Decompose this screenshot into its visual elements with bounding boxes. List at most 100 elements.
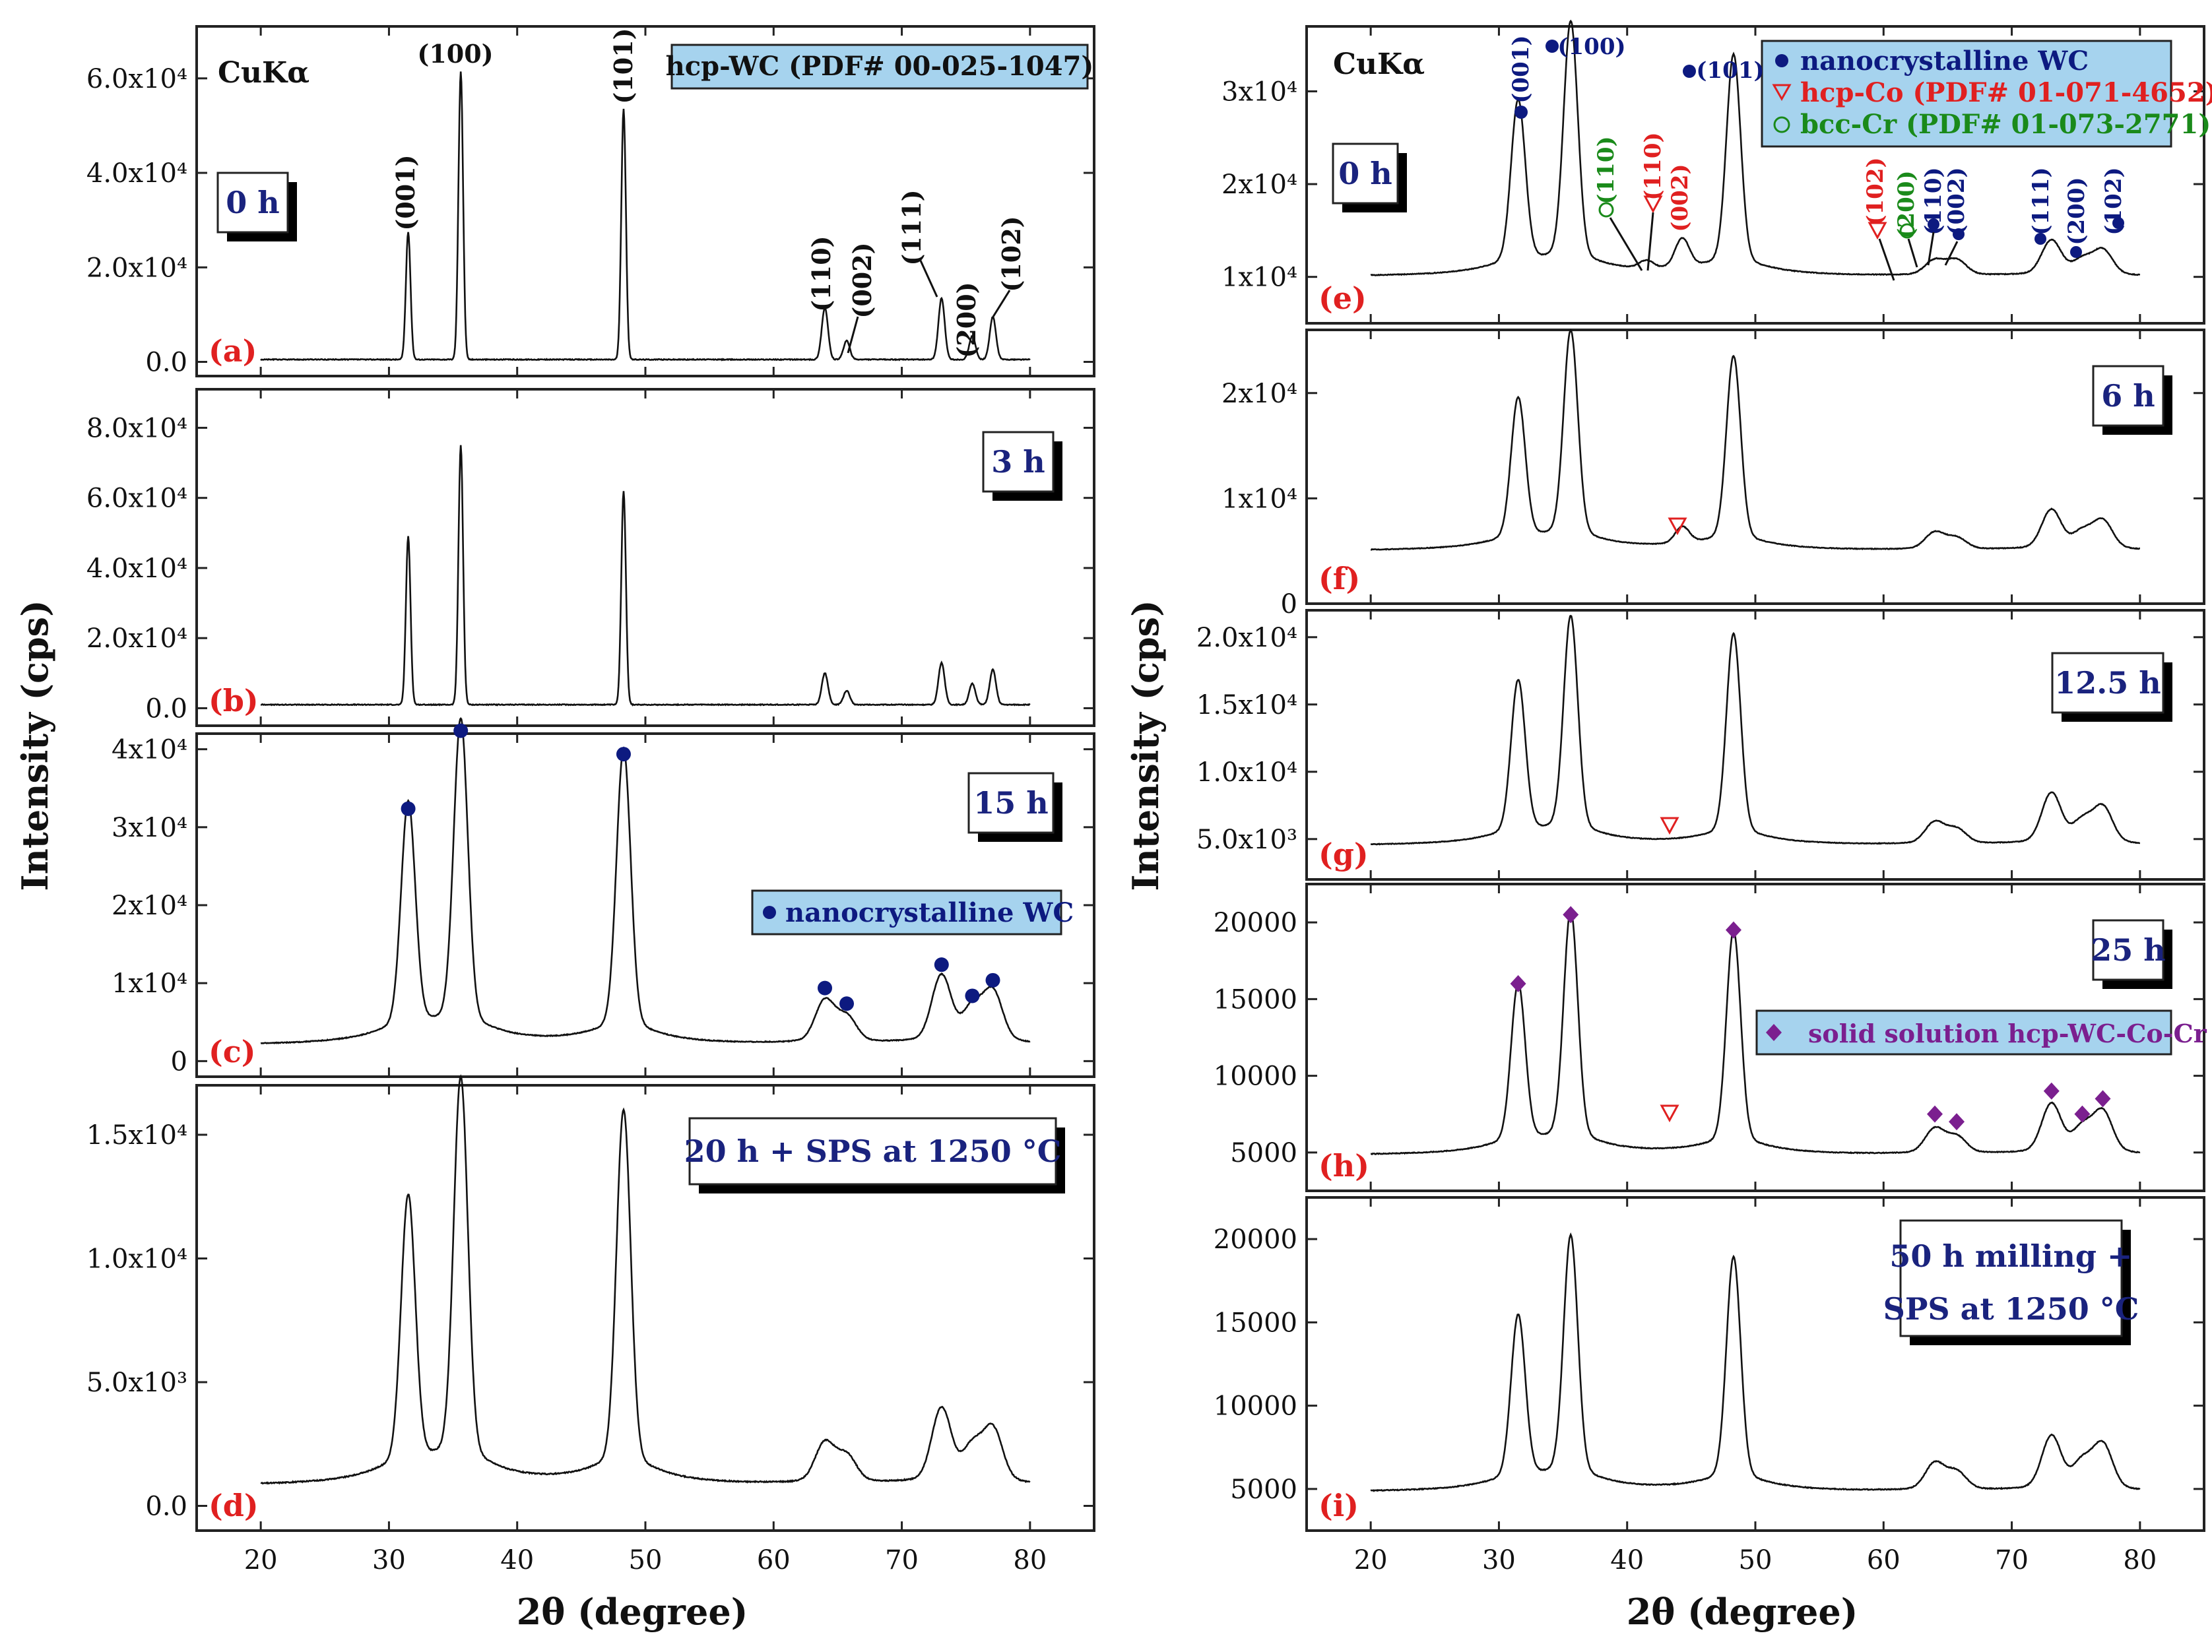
arrow-co110-e bbox=[1646, 212, 1654, 271]
svg-text:(110): (110) bbox=[1593, 136, 1619, 204]
panel-h: 5000 10000 15000 20000 (h) 25 h bbox=[1214, 883, 2205, 1192]
svg-text:(111): (111) bbox=[897, 189, 927, 265]
peak-label-111-a: (111) bbox=[897, 189, 927, 265]
wc-label-100-e: (100) bbox=[1557, 34, 1625, 60]
peak-label-002-a: (002) bbox=[847, 242, 877, 318]
wc-marker-c-2 bbox=[616, 747, 631, 762]
ss-marker-h-0 bbox=[1510, 975, 1526, 993]
panel-c: 0 1x10⁴ 2x10⁴ 3x10⁴ 4x10⁴ (c) 15 h bbox=[112, 717, 1095, 1078]
y-tick-label-b-3: 6.0x10⁴ bbox=[86, 484, 187, 514]
y-tick-label-c-1: 1x10⁴ bbox=[112, 969, 187, 999]
wc-marker-c-3 bbox=[818, 980, 832, 996]
panels-layer: 0.0 2.0x10⁴ 4.0x10⁴ 6.0x10⁴ (a) 0 h 0.0 2.0x10⁴… bbox=[86, 19, 2205, 1575]
svg-text:(100): (100) bbox=[1557, 34, 1625, 60]
wc-marker-c-1 bbox=[453, 723, 469, 738]
time-label-g: 12.5 h bbox=[2054, 665, 2161, 701]
panel-b: 0.0 2.0x10⁴ 4.0x10⁴ 6.0x10⁴ 8.0x10⁴ (b) 3 h bbox=[86, 388, 1095, 727]
panel-a: 0.0 2.0x10⁴ 4.0x10⁴ 6.0x10⁴ (a) 0 h bbox=[86, 25, 1095, 378]
radiation-label-a: CuKα bbox=[218, 56, 309, 90]
y-tick-label-b-2: 4.0x10⁴ bbox=[86, 554, 187, 584]
y-tick-label-g-2: 1.5x10⁴ bbox=[1196, 690, 1297, 720]
x-tick-label-i-3: 50 bbox=[1739, 1545, 1773, 1575]
arrow-cr200-e bbox=[1907, 238, 1918, 268]
panel-letter-c: (c) bbox=[209, 1034, 256, 1069]
y-tick-label-b-4: 8.0x10⁴ bbox=[86, 413, 187, 443]
y-tick-label-c-4: 4x10⁴ bbox=[112, 735, 187, 765]
y-tick-label-h-1: 10000 bbox=[1214, 1062, 1297, 1092]
left-x-axis-title: 2θ (degree) bbox=[517, 1591, 748, 1633]
peak-label-200-a: (200) bbox=[952, 282, 981, 358]
wc-marker-111-e bbox=[2034, 233, 2046, 245]
svg-text:(100): (100) bbox=[417, 39, 493, 69]
arrow-wc110-e bbox=[1927, 232, 1935, 266]
svg-text:(001): (001) bbox=[391, 154, 420, 230]
ref-legend-box-a bbox=[670, 44, 1089, 90]
ss-marker-h-6 bbox=[2074, 1105, 2091, 1123]
time-label-box-i bbox=[1899, 1219, 2123, 1337]
wc-marker-c-6 bbox=[965, 988, 980, 1003]
time-label-c: 15 h bbox=[973, 785, 1048, 821]
svg-text:(002): (002) bbox=[1667, 164, 1693, 232]
wc-marker-110-e bbox=[1928, 218, 1939, 230]
y-tick-label-g-0: 5.0x10³ bbox=[1196, 825, 1297, 855]
panel-letter-b: (b) bbox=[209, 683, 259, 718]
y-tick-label-e-0: 1x10⁴ bbox=[1221, 263, 1297, 293]
wc-marker-c-0 bbox=[401, 801, 416, 816]
xrd-curve-f bbox=[1370, 328, 2140, 551]
panel-letter-i: (i) bbox=[1318, 1488, 1359, 1523]
svg-text:(102): (102) bbox=[996, 216, 1026, 292]
nano-legend-dot-c bbox=[763, 906, 776, 919]
y-tick-label-a-0: 0.0 bbox=[145, 348, 187, 378]
x-tick-label-d-3: 50 bbox=[629, 1545, 663, 1575]
y-tick-label-i-3: 20000 bbox=[1214, 1224, 1297, 1255]
wc-label-200-e: (200) bbox=[2064, 177, 2090, 245]
xrd-curve-g bbox=[1370, 614, 2141, 846]
time-label-box-g bbox=[2051, 652, 2164, 714]
panel-d: 20 30 40 50 60 70 80 0.0 5.0x10³ 1.0x10⁴ 1.5x10⁴ (d… bbox=[86, 1074, 1095, 1575]
co-label-102-e: (102) bbox=[1862, 157, 1889, 225]
ref-legend-a: hcp-WC (PDF# 00-025-1047) bbox=[666, 51, 1094, 82]
x-tick-label-i-0: 20 bbox=[1354, 1545, 1388, 1575]
svg-text:(110): (110) bbox=[806, 236, 836, 311]
ss-marker-h-7 bbox=[2095, 1090, 2111, 1108]
wc-marker-c-4 bbox=[839, 996, 855, 1011]
nano-legend-c: nanocrystalline WC bbox=[785, 897, 1074, 928]
annotations-layer: CuKα hcp-WC (PDF# 00-025-1047) (001) (10… bbox=[218, 28, 2212, 1123]
y-tick-label-d-3: 1.5x10⁴ bbox=[86, 1120, 187, 1151]
time-label-box-c bbox=[967, 772, 1055, 834]
legend-cr-circle-e bbox=[1773, 116, 1790, 133]
ss-marker-h-1 bbox=[1563, 906, 1579, 924]
x-tick-label-d-5: 70 bbox=[885, 1545, 919, 1575]
panel-letter-a: (a) bbox=[209, 333, 257, 369]
svg-text:(101): (101) bbox=[608, 28, 638, 104]
ss-legend-h: solid solution hcp-WC-Co-Cr bbox=[1808, 1019, 2207, 1048]
y-tick-label-g-1: 1.0x10⁴ bbox=[1196, 757, 1297, 788]
co-marker-g bbox=[1660, 817, 1679, 835]
panel-letter-d: (d) bbox=[209, 1488, 259, 1523]
legend-co-e: hcp-Co (PDF# 01-071-4652) bbox=[1800, 77, 2212, 108]
ss-marker-h-4 bbox=[1949, 1113, 1965, 1131]
y-tick-label-c-3: 3x10⁴ bbox=[112, 813, 187, 843]
time-label-a: 0 h bbox=[226, 185, 279, 220]
y-tick-label-e-1: 2x10⁴ bbox=[1221, 170, 1297, 200]
cr-marker-200-e bbox=[1899, 223, 1915, 239]
peak-label-100-a: (100) bbox=[417, 39, 493, 69]
nano-legend-box-c bbox=[751, 889, 1062, 936]
xrd-curve-e bbox=[1370, 19, 2141, 276]
ss-marker-h-2 bbox=[1725, 921, 1741, 939]
legend-co-triangle-e bbox=[1772, 84, 1792, 102]
co-label-002-e: (002) bbox=[1667, 164, 1693, 232]
svg-text:(111): (111) bbox=[2028, 167, 2054, 235]
wc-label-002-e: (002) bbox=[1943, 167, 1970, 235]
peak-label-102-a: (102) bbox=[996, 216, 1026, 292]
time-label-box-f bbox=[2092, 365, 2164, 427]
panel-g: 5.0x10³ 1.0x10⁴ 1.5x10⁴ 2.0x10⁴ (g) 12.5 h bbox=[1196, 609, 2205, 881]
arrow-111-a bbox=[919, 260, 938, 298]
y-tick-label-h-0: 5000 bbox=[1230, 1138, 1297, 1168]
x-tick-label-d-4: 60 bbox=[757, 1545, 791, 1575]
y-tick-label-b-1: 2.0x10⁴ bbox=[86, 623, 187, 654]
co-marker-110-e bbox=[1643, 195, 1663, 214]
x-tick-label-i-1: 30 bbox=[1482, 1545, 1516, 1575]
ss-legend-diamond-h bbox=[1766, 1024, 1782, 1041]
